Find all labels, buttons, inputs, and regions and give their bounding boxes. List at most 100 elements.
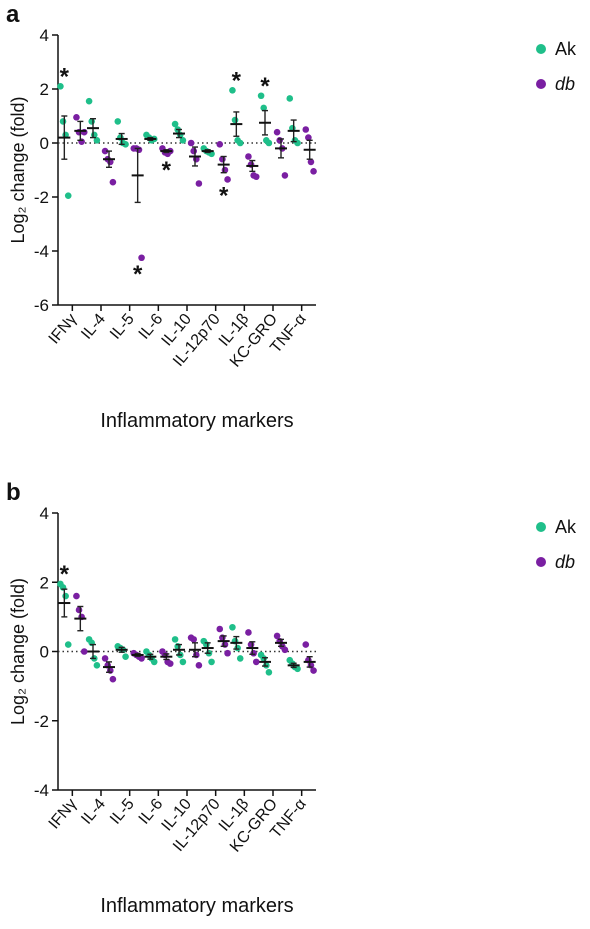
panel-label: a [6, 1, 20, 28]
data-point [85, 97, 93, 105]
data-point [109, 675, 117, 683]
data-point [250, 649, 257, 657]
data-point [294, 139, 301, 147]
data-point [179, 137, 187, 144]
data-point [171, 120, 179, 128]
legend-label: db [555, 552, 575, 572]
data-point [252, 658, 260, 666]
data-point [231, 116, 239, 124]
data-point [138, 254, 145, 262]
data-point [93, 137, 101, 144]
y-tick-label: -4 [34, 781, 49, 800]
data-point [190, 147, 197, 155]
y-tick-label: -4 [34, 242, 49, 261]
data-point [122, 141, 129, 148]
legend-label: Ak [555, 39, 577, 59]
data-point [57, 83, 64, 90]
data-point [62, 592, 69, 600]
legend-marker [536, 557, 546, 567]
data-point [257, 92, 265, 100]
x-tick-label: IFNγ [46, 796, 81, 833]
x-axis-label: Inflammatory markers [100, 410, 293, 432]
y-axis-label: Log₂ change (fold) [8, 578, 28, 725]
data-point [236, 655, 244, 662]
legend-marker [536, 522, 546, 532]
data-point [195, 662, 203, 669]
data-point [122, 653, 129, 660]
x-tick-label: IL-4 [78, 796, 109, 828]
data-point [224, 176, 231, 183]
data-point [305, 134, 312, 141]
data-point [245, 153, 252, 160]
data-point [216, 625, 224, 633]
data-point [265, 139, 273, 147]
data-point [273, 632, 281, 640]
data-point [281, 172, 289, 179]
data-point [273, 128, 281, 136]
data-point [101, 655, 109, 662]
y-axis-label: Log₂ change (fold) [8, 96, 28, 243]
data-point [64, 192, 72, 199]
data-point [307, 158, 315, 166]
data-point [171, 636, 179, 643]
legend-marker [536, 79, 546, 89]
x-tick-label: IL-4 [78, 311, 109, 343]
x-axis-label: Inflammatory markers [100, 895, 293, 917]
data-point [109, 178, 117, 186]
data-point [260, 104, 268, 112]
data-point [208, 658, 215, 666]
legend-marker [536, 44, 546, 54]
y-tick-label: -2 [34, 188, 49, 207]
x-tick-label: IL-5 [107, 311, 138, 343]
data-point [135, 146, 143, 154]
data-point [224, 649, 231, 657]
significance-star: * [232, 67, 242, 94]
significance-star: * [219, 182, 229, 209]
data-point [236, 139, 244, 147]
y-tick-label: 0 [40, 134, 49, 153]
significance-star: * [60, 561, 70, 588]
data-point [265, 668, 273, 676]
panel-label: b [6, 479, 21, 506]
y-tick-label: -2 [34, 712, 49, 731]
data-point [73, 114, 80, 121]
data-point [245, 629, 252, 636]
significance-star: * [260, 73, 270, 100]
data-point [294, 665, 301, 673]
data-point [80, 648, 88, 655]
data-point [64, 641, 72, 648]
data-point [114, 118, 122, 125]
data-point [310, 168, 317, 175]
data-point [195, 180, 203, 187]
data-point [310, 667, 317, 674]
significance-star: * [60, 63, 70, 90]
data-point [216, 141, 224, 148]
data-point [59, 118, 67, 125]
data-point [276, 137, 284, 144]
data-point [75, 606, 83, 614]
data-point [229, 87, 236, 94]
x-tick-label: IL-5 [107, 796, 138, 828]
data-point [229, 623, 236, 631]
data-point [150, 658, 158, 666]
data-point [93, 662, 101, 669]
data-point [234, 644, 241, 652]
data-point [166, 660, 174, 667]
data-point [179, 658, 187, 666]
y-tick-label: 0 [40, 643, 49, 662]
y-tick-label: 2 [40, 80, 49, 99]
data-point [252, 173, 260, 181]
data-point [190, 636, 197, 643]
y-tick-label: 4 [40, 504, 49, 523]
x-tick-label: IFNγ [46, 311, 81, 348]
significance-star: * [133, 261, 143, 288]
legend-label: Ak [555, 517, 577, 537]
data-point [286, 95, 294, 102]
legend-label: db [555, 74, 575, 94]
y-tick-label: -6 [34, 296, 49, 315]
data-point [78, 138, 85, 145]
y-tick-label: 2 [40, 573, 49, 592]
data-point [101, 147, 109, 155]
significance-star: * [162, 157, 172, 184]
